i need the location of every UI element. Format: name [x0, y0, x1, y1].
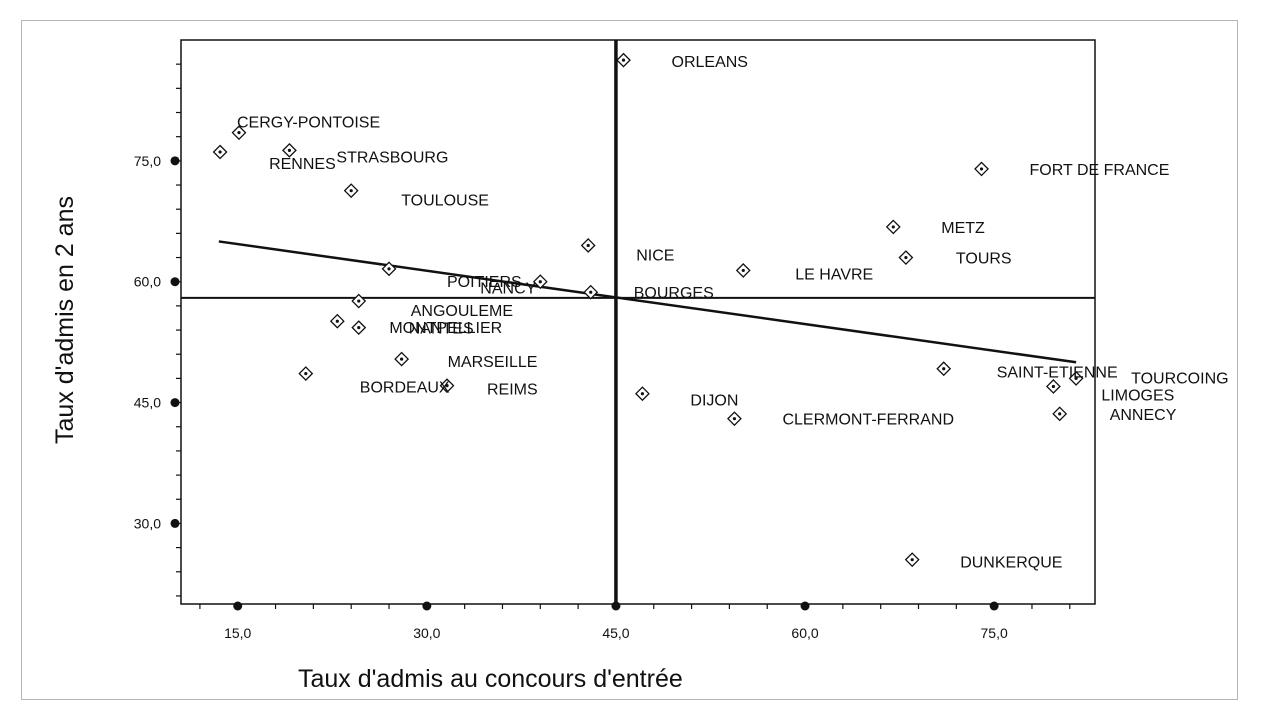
point-center — [218, 150, 222, 154]
point-labels: ORLEANS CERGY-PONTOISE RENNES STRASBOURG TOU… — [237, 54, 1229, 572]
x-major-tick — [422, 601, 432, 611]
x-major-tick — [800, 601, 810, 611]
y-tick-label: 75,0 — [134, 153, 161, 169]
point-label: TOURS — [956, 251, 1012, 268]
point-center — [1074, 376, 1078, 380]
point-center — [237, 131, 241, 135]
point-label: MONTPELLIER — [389, 320, 502, 337]
x-tick-label: 75,0 — [981, 625, 1008, 641]
point-label: TOULOUSE — [401, 193, 489, 210]
point-center — [357, 299, 361, 303]
point-center — [400, 357, 404, 361]
x-tick-label: 45,0 — [602, 625, 629, 641]
x-tick-label: 60,0 — [791, 625, 818, 641]
y-tick-label: 45,0 — [134, 395, 161, 411]
point-label: ANNECY — [1110, 407, 1177, 424]
point-center — [621, 58, 626, 62]
point-center — [1051, 384, 1055, 389]
x-tick-label: 30,0 — [413, 625, 440, 641]
point-label: MARSEILLE — [448, 354, 538, 371]
point-center — [741, 268, 745, 273]
x-axis: 15,0 30,0 45,0 60,0 75,0 — [199, 601, 1071, 641]
point-center — [287, 148, 292, 152]
y-axis-title: Taux d'admis en 2 ans — [51, 196, 79, 444]
y-major-tick — [170, 156, 180, 166]
chart-frame — [21, 20, 1238, 700]
point-label: CLERMONT-FERRAND — [782, 412, 954, 429]
x-tick-label: 15,0 — [224, 625, 251, 641]
point-center — [1058, 412, 1062, 416]
point-label: SAINT-ETIENNE — [997, 365, 1118, 382]
point-center — [589, 290, 593, 294]
point-label: CERGY-PONTOISE — [237, 115, 380, 132]
y-major-tick — [170, 277, 180, 287]
point-label: FORT DE FRANCE — [1030, 162, 1170, 179]
point-center — [586, 243, 590, 248]
point-label: NANTES — [409, 321, 474, 338]
reference-lines — [181, 40, 1095, 604]
point-center — [640, 392, 645, 396]
point-center — [349, 189, 353, 193]
point-label: LE HAVRE — [795, 266, 873, 283]
point-label: LIMOGES — [1101, 387, 1174, 404]
point-center — [445, 384, 449, 388]
point-label: NICE — [636, 247, 674, 264]
point-label: ORLEANS — [672, 54, 748, 71]
x-major-tick — [989, 601, 999, 611]
x-axis-title: Taux d'admis au concours d'entrée — [298, 665, 683, 693]
point-center — [538, 280, 542, 284]
x-major-tick — [233, 601, 243, 611]
point-label: BORDEAUX — [360, 380, 450, 397]
point-center — [357, 326, 361, 330]
point-center — [387, 267, 391, 271]
plot-area — [180, 39, 1096, 605]
data-points — [212, 52, 1084, 568]
y-major-tick — [170, 398, 180, 408]
point-center — [304, 371, 308, 376]
point-center — [979, 167, 984, 171]
point-label: METZ — [941, 220, 985, 237]
point-label: DIJON — [690, 393, 738, 410]
point-center — [910, 558, 914, 562]
point-label: RENNES — [269, 156, 336, 173]
point-label: NANCY — [480, 281, 536, 298]
point-center — [942, 367, 946, 371]
y-tick-label: 30,0 — [134, 515, 161, 531]
y-major-tick — [170, 518, 180, 528]
point-label: DUNKERQUE — [960, 555, 1062, 572]
point-label: ANGOULEME — [411, 303, 513, 320]
point-label: BOURGES — [634, 285, 714, 302]
point-label: STRASBOURG — [336, 149, 448, 166]
point-label: POITIERS — [447, 274, 522, 291]
point-center — [335, 319, 339, 323]
point-center — [891, 225, 895, 229]
x-major-tick — [611, 601, 621, 611]
point-center — [904, 255, 908, 260]
y-tick-label: 60,0 — [134, 274, 161, 290]
point-center — [732, 417, 737, 421]
point-label: TOURCOING — [1131, 370, 1228, 387]
y-axis: 30,0 45,0 60,0 75,0 — [134, 63, 181, 597]
point-label: REIMS — [487, 382, 538, 399]
trend-line — [218, 240, 1077, 364]
